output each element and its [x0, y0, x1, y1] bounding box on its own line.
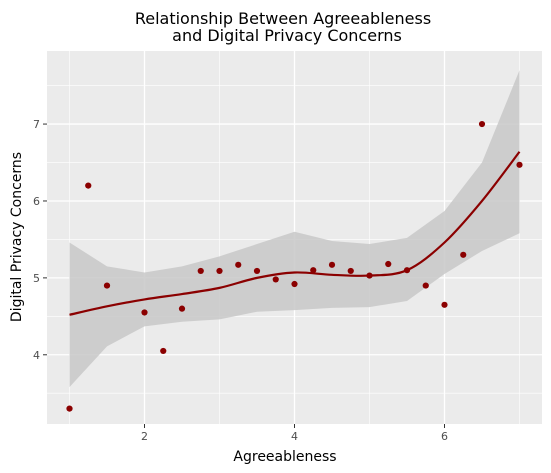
- data-point-10: [272, 276, 279, 283]
- data-point-20: [460, 251, 467, 258]
- data-point-6: [197, 267, 204, 275]
- data-point-22: [516, 161, 523, 168]
- data-point-21: [478, 120, 486, 128]
- y-tick-label-2: 6: [33, 195, 40, 208]
- smooth-trend-line: [69, 151, 521, 316]
- data-point-18: [422, 282, 429, 289]
- data-point-1: [85, 182, 92, 189]
- x-tick-label-2: 6: [441, 430, 448, 443]
- data-point-7: [216, 267, 223, 275]
- data-point-19: [441, 301, 448, 308]
- data-point-0: [66, 405, 73, 412]
- x-axis-title: Agreeableness: [233, 449, 336, 465]
- data-points: [66, 120, 523, 412]
- data-point-14: [347, 267, 354, 275]
- data-point-2: [103, 282, 111, 289]
- y-tick-label-1: 5: [33, 272, 40, 285]
- data-point-13: [328, 261, 336, 268]
- x-tick-label-0: 2: [141, 430, 148, 443]
- x-axis-ticks: 2 4 6: [141, 424, 448, 443]
- smooth-line-layer: [69, 151, 521, 316]
- chart-title-line-1: Relationship Between Agreeableness: [135, 9, 431, 28]
- data-point-4: [160, 347, 167, 355]
- chart-title-line-2: and Digital Privacy Concerns: [172, 26, 402, 45]
- y-axis-title: Digital Privacy Concerns: [9, 152, 25, 322]
- data-point-3: [141, 309, 148, 316]
- x-tick-label-1: 4: [291, 430, 298, 443]
- data-point-8: [235, 261, 242, 268]
- data-point-9: [253, 267, 261, 275]
- y-tick-label-3: 7: [33, 118, 40, 131]
- data-point-11: [291, 280, 298, 288]
- y-axis-ticks: 4 5 6 7: [33, 118, 47, 362]
- y-tick-label-0: 4: [33, 349, 40, 362]
- data-point-17: [403, 267, 411, 274]
- data-point-5: [178, 305, 186, 312]
- data-point-15: [366, 272, 373, 279]
- data-point-12: [310, 267, 317, 274]
- data-point-16: [385, 260, 392, 268]
